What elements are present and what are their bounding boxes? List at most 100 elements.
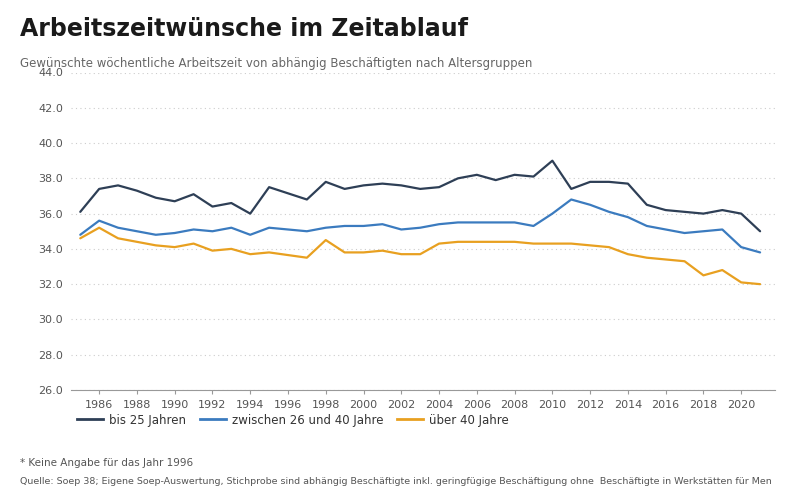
über 40 Jahre: [756, 281, 765, 287]
zwischen 26 und 40 Jahre: [453, 220, 463, 226]
bis 25 Jahren: [491, 177, 501, 183]
über 40 Jahre: [567, 240, 576, 246]
über 40 Jahre: [586, 242, 595, 248]
über 40 Jahre: [170, 244, 179, 250]
bis 25 Jahren: [453, 176, 463, 182]
bis 25 Jahren: [756, 228, 765, 234]
zwischen 26 und 40 Jahre: [359, 223, 368, 229]
über 40 Jahre: [246, 251, 255, 257]
über 40 Jahre: [321, 237, 331, 243]
über 40 Jahre: [94, 224, 104, 230]
über 40 Jahre: [189, 240, 198, 246]
über 40 Jahre: [737, 280, 746, 285]
Text: Gewünschte wöchentliche Arbeitszeit von abhängig Beschäftigten nach Altersgruppe: Gewünschte wöchentliche Arbeitszeit von …: [20, 58, 532, 70]
bis 25 Jahren: [151, 194, 161, 200]
zwischen 26 und 40 Jahre: [246, 232, 255, 238]
über 40 Jahre: [227, 246, 236, 252]
bis 25 Jahren: [699, 210, 708, 216]
zwischen 26 und 40 Jahre: [661, 226, 671, 232]
über 40 Jahre: [208, 248, 217, 254]
über 40 Jahre: [661, 256, 671, 262]
über 40 Jahre: [491, 239, 501, 245]
bis 25 Jahren: [76, 209, 85, 215]
über 40 Jahre: [397, 251, 406, 257]
bis 25 Jahren: [718, 207, 727, 213]
bis 25 Jahren: [434, 184, 444, 190]
zwischen 26 und 40 Jahre: [718, 226, 727, 232]
bis 25 Jahren: [321, 179, 331, 185]
zwischen 26 und 40 Jahre: [737, 244, 746, 250]
bis 25 Jahren: [132, 188, 142, 194]
über 40 Jahre: [529, 240, 538, 246]
zwischen 26 und 40 Jahre: [416, 224, 425, 230]
zwischen 26 und 40 Jahre: [756, 250, 765, 256]
zwischen 26 und 40 Jahre: [151, 232, 161, 238]
über 40 Jahre: [434, 240, 444, 246]
Text: Quelle: Soep 38; Eigene Soep-Auswertung, Stichprobe sind abhängig Beschäftigte i: Quelle: Soep 38; Eigene Soep-Auswertung,…: [20, 478, 771, 486]
bis 25 Jahren: [586, 179, 595, 185]
Text: Arbeitszeitwünsche im Zeitablauf: Arbeitszeitwünsche im Zeitablauf: [20, 18, 467, 42]
zwischen 26 und 40 Jahre: [94, 218, 104, 224]
bis 25 Jahren: [472, 172, 482, 178]
bis 25 Jahren: [661, 207, 671, 213]
über 40 Jahre: [453, 239, 463, 245]
zwischen 26 und 40 Jahre: [529, 223, 538, 229]
über 40 Jahre: [302, 254, 312, 260]
zwischen 26 und 40 Jahre: [604, 209, 614, 215]
bis 25 Jahren: [680, 209, 689, 215]
über 40 Jahre: [264, 250, 274, 256]
zwischen 26 und 40 Jahre: [378, 221, 387, 227]
über 40 Jahre: [548, 240, 557, 246]
über 40 Jahre: [416, 251, 425, 257]
bis 25 Jahren: [113, 182, 123, 188]
über 40 Jahre: [642, 254, 652, 260]
Line: über 40 Jahre: über 40 Jahre: [80, 228, 760, 284]
bis 25 Jahren: [359, 182, 368, 188]
zwischen 26 und 40 Jahre: [623, 214, 633, 220]
bis 25 Jahren: [529, 174, 538, 180]
über 40 Jahre: [510, 239, 519, 245]
zwischen 26 und 40 Jahre: [548, 210, 557, 216]
zwischen 26 und 40 Jahre: [491, 220, 501, 226]
Line: bis 25 Jahren: bis 25 Jahren: [80, 160, 760, 231]
bis 25 Jahren: [623, 180, 633, 186]
über 40 Jahre: [472, 239, 482, 245]
bis 25 Jahren: [604, 179, 614, 185]
Text: * Keine Angabe für das Jahr 1996: * Keine Angabe für das Jahr 1996: [20, 458, 193, 468]
bis 25 Jahren: [510, 172, 519, 178]
zwischen 26 und 40 Jahre: [397, 226, 406, 232]
über 40 Jahre: [340, 250, 349, 256]
bis 25 Jahren: [189, 191, 198, 197]
über 40 Jahre: [623, 251, 633, 257]
bis 25 Jahren: [208, 204, 217, 210]
zwischen 26 und 40 Jahre: [189, 226, 198, 232]
zwischen 26 und 40 Jahre: [227, 224, 236, 230]
über 40 Jahre: [151, 242, 161, 248]
zwischen 26 und 40 Jahre: [132, 228, 142, 234]
bis 25 Jahren: [94, 186, 104, 192]
zwischen 26 und 40 Jahre: [567, 196, 576, 202]
über 40 Jahre: [132, 239, 142, 245]
bis 25 Jahren: [378, 180, 387, 186]
über 40 Jahre: [604, 244, 614, 250]
Legend: bis 25 Jahren, zwischen 26 und 40 Jahre, über 40 Jahre: bis 25 Jahren, zwischen 26 und 40 Jahre,…: [77, 414, 509, 426]
zwischen 26 und 40 Jahre: [434, 221, 444, 227]
über 40 Jahre: [76, 236, 85, 242]
zwischen 26 und 40 Jahre: [302, 228, 312, 234]
über 40 Jahre: [680, 258, 689, 264]
über 40 Jahre: [378, 248, 387, 254]
zwischen 26 und 40 Jahre: [699, 228, 708, 234]
Line: zwischen 26 und 40 Jahre: zwischen 26 und 40 Jahre: [80, 200, 760, 252]
bis 25 Jahren: [227, 200, 236, 206]
bis 25 Jahren: [548, 158, 557, 164]
zwischen 26 und 40 Jahre: [321, 224, 331, 230]
zwischen 26 und 40 Jahre: [208, 228, 217, 234]
zwischen 26 und 40 Jahre: [642, 223, 652, 229]
zwischen 26 und 40 Jahre: [170, 230, 179, 236]
bis 25 Jahren: [416, 186, 425, 192]
zwischen 26 und 40 Jahre: [264, 224, 274, 230]
bis 25 Jahren: [302, 196, 312, 202]
bis 25 Jahren: [567, 186, 576, 192]
bis 25 Jahren: [170, 198, 179, 204]
bis 25 Jahren: [642, 202, 652, 208]
